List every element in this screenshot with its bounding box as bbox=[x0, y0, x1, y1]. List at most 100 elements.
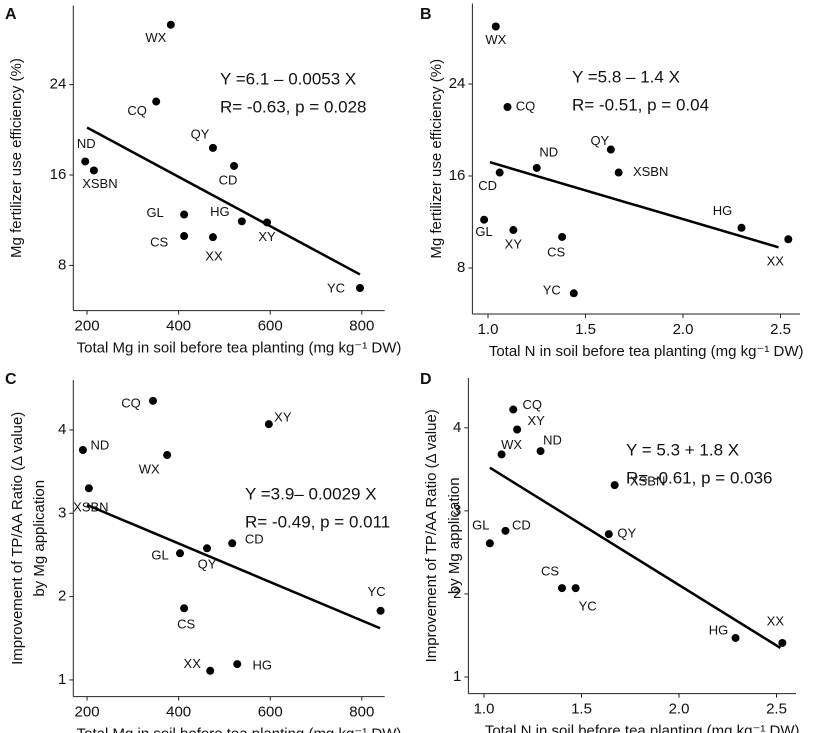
point-label: HG bbox=[210, 204, 230, 219]
data-point bbox=[558, 584, 566, 593]
point-label: XSBN bbox=[630, 474, 665, 489]
data-point bbox=[376, 606, 385, 615]
point-label: CQ bbox=[523, 397, 543, 412]
data-point bbox=[491, 22, 500, 31]
point-label: XY bbox=[258, 229, 276, 244]
data-point bbox=[180, 604, 189, 613]
data-point bbox=[203, 544, 212, 553]
point-label: CD bbox=[512, 517, 531, 532]
x-tick-label: 600 bbox=[258, 704, 283, 721]
y-tick-label: 1 bbox=[58, 671, 66, 688]
data-point bbox=[558, 232, 567, 241]
y-tick-label: 8 bbox=[58, 256, 66, 273]
x-axis-label: Total Mg in soil before tea planting (mg… bbox=[77, 726, 402, 733]
point-label: WX bbox=[501, 437, 522, 452]
data-point bbox=[176, 549, 185, 558]
point-label: CD bbox=[219, 172, 238, 187]
point-label: YC bbox=[327, 280, 345, 295]
data-point bbox=[264, 420, 273, 429]
data-point bbox=[485, 539, 494, 548]
x-tick-label: 200 bbox=[75, 704, 100, 721]
point-label: GL bbox=[146, 205, 163, 220]
data-point bbox=[180, 210, 189, 219]
panel-label: C bbox=[5, 371, 17, 388]
point-label: XSBN bbox=[633, 164, 668, 179]
data-point bbox=[501, 526, 510, 535]
data-point bbox=[84, 484, 93, 493]
data-point bbox=[355, 284, 364, 292]
point-label: CD bbox=[245, 532, 264, 547]
data-point bbox=[89, 166, 98, 175]
point-label: QY bbox=[617, 526, 636, 541]
x-tick-label: 2.5 bbox=[766, 701, 787, 718]
point-label: HG bbox=[252, 658, 272, 673]
point-label: GL bbox=[472, 518, 489, 533]
data-point bbox=[571, 584, 580, 593]
data-point bbox=[513, 425, 522, 434]
annotation: Y =6.1 – 0.0053 X bbox=[220, 69, 356, 88]
point-label: CS bbox=[541, 564, 559, 579]
y-tick-label: 2 bbox=[453, 585, 461, 602]
y-axis-label: Improvement of TP/AA Ratio (Δ value) bbox=[9, 412, 26, 665]
data-point bbox=[778, 638, 787, 647]
point-label: QY bbox=[191, 126, 210, 141]
data-point bbox=[78, 445, 87, 454]
point-label: XX bbox=[184, 656, 202, 671]
y-tick-label: 3 bbox=[58, 504, 66, 521]
y-tick-label: 24 bbox=[50, 76, 67, 93]
data-point bbox=[166, 20, 175, 29]
x-tick-label: 400 bbox=[166, 704, 191, 721]
point-label: WX bbox=[485, 32, 506, 47]
data-point bbox=[509, 226, 518, 235]
point-label: GL bbox=[151, 548, 168, 563]
annotation: Y =3.9– 0.0029 X bbox=[245, 484, 377, 503]
point-label: WX bbox=[145, 30, 166, 45]
y-tick-label: 16 bbox=[449, 167, 466, 184]
y-tick-label: 4 bbox=[58, 421, 66, 438]
data-point bbox=[230, 161, 239, 170]
annotation: R= -0.49, p = 0.011 bbox=[245, 512, 390, 531]
x-axis-label: Total N in soil before tea planting (mg … bbox=[489, 343, 804, 360]
data-point bbox=[509, 405, 518, 414]
data-point bbox=[606, 145, 615, 154]
y-axis-label: by Mg application bbox=[31, 480, 48, 597]
data-point bbox=[237, 217, 246, 226]
point-label: XY bbox=[527, 413, 545, 428]
point-label: QY bbox=[590, 133, 609, 148]
point-label: ND bbox=[543, 433, 562, 448]
data-point bbox=[784, 235, 793, 244]
panel-label: B bbox=[420, 6, 432, 23]
x-tick-label: 1.5 bbox=[571, 701, 592, 718]
point-label: WX bbox=[139, 461, 160, 476]
annotation: Y =5.8 – 1.4 X bbox=[572, 67, 680, 86]
data-point bbox=[148, 396, 157, 405]
x-tick-label: 1.0 bbox=[478, 321, 499, 338]
x-tick-label: 200 bbox=[75, 318, 100, 335]
data-point bbox=[610, 481, 619, 490]
point-label: YC bbox=[368, 584, 386, 599]
data-point bbox=[497, 450, 506, 459]
y-tick-label: 16 bbox=[50, 166, 67, 183]
y-tick-label: 1 bbox=[453, 668, 461, 685]
point-label: ND bbox=[539, 144, 558, 159]
x-tick-label: 1.5 bbox=[575, 321, 596, 338]
data-point bbox=[532, 163, 541, 172]
x-tick-label: 400 bbox=[166, 318, 191, 335]
point-label: CD bbox=[478, 178, 497, 193]
data-point bbox=[206, 666, 215, 675]
x-tick-label: 2.0 bbox=[669, 701, 690, 718]
x-tick-label: 1.0 bbox=[474, 701, 495, 718]
data-point bbox=[495, 168, 504, 177]
data-point bbox=[604, 530, 613, 539]
x-tick-label: 600 bbox=[258, 318, 283, 335]
point-label: CS bbox=[547, 244, 565, 259]
annotation: Y = 5.3 + 1.8 X bbox=[626, 440, 739, 459]
data-point bbox=[152, 97, 161, 106]
point-label: CQ bbox=[121, 395, 141, 410]
point-label: XX bbox=[767, 254, 785, 269]
point-label: ND bbox=[77, 136, 96, 151]
point-label: XY bbox=[505, 236, 523, 251]
y-tick-label: 2 bbox=[58, 588, 66, 605]
y-axis-label: Mg fertilizer use efficiency (%) bbox=[8, 58, 25, 258]
fit-line bbox=[489, 161, 779, 249]
